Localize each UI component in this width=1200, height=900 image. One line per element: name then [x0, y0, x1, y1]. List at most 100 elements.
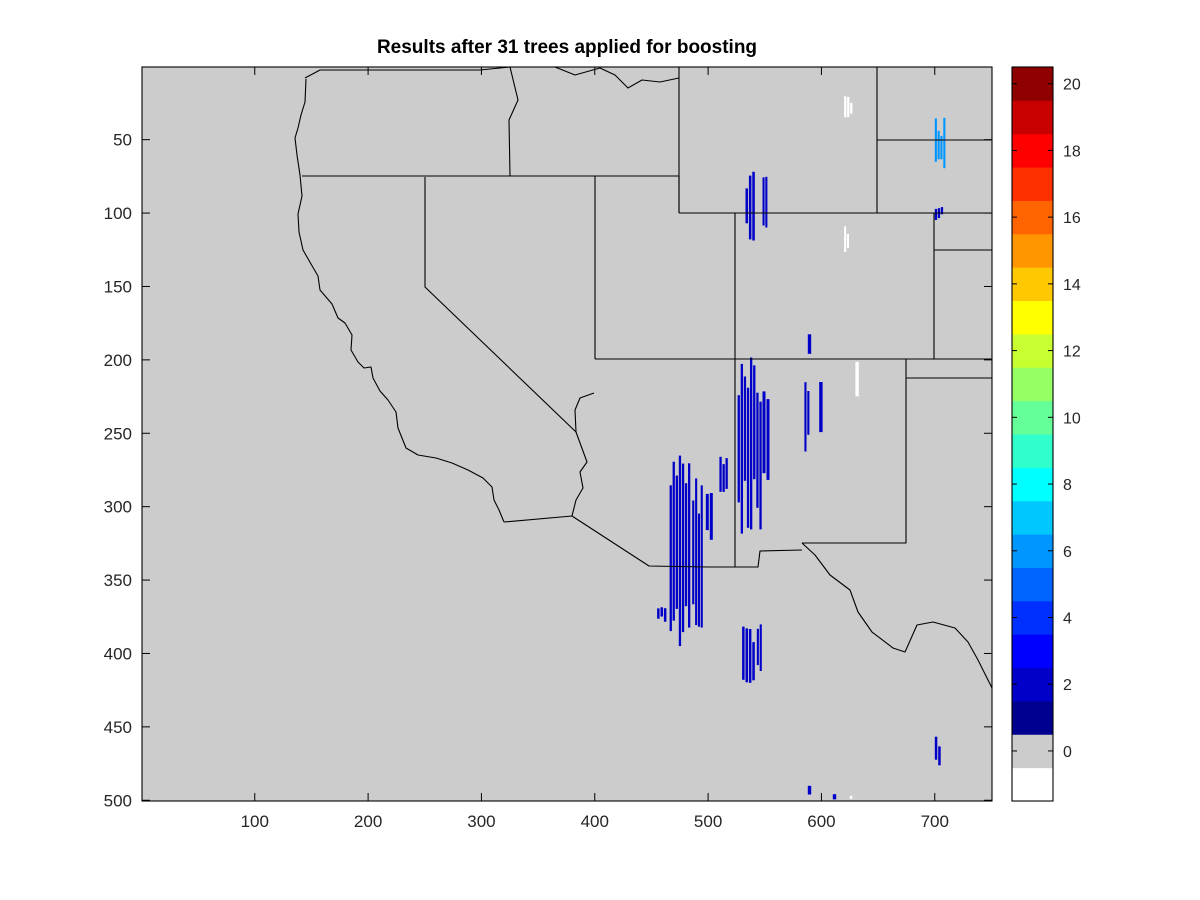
data-patch: [762, 176, 768, 228]
colorbar-tick-label: 10: [1063, 410, 1081, 427]
y-tick-label: 350: [104, 571, 132, 590]
data-patch: [849, 795, 853, 799]
colorbar-tick-label: 18: [1063, 143, 1081, 160]
data-cell: [750, 357, 753, 530]
gulf-of-california-coast: [571, 392, 595, 517]
data-cell: [832, 794, 837, 800]
data-cell: [678, 455, 682, 647]
data-cell: [692, 500, 695, 605]
data-cell: [807, 785, 812, 795]
data-cell: [672, 461, 675, 621]
data-cell: [762, 391, 766, 474]
data-cell: [705, 493, 709, 531]
data-cell: [844, 96, 847, 118]
data-cell: [657, 608, 660, 619]
data-patch: [657, 607, 667, 622]
data-cell: [743, 376, 747, 481]
y-tick-label: 100: [104, 204, 132, 223]
mexico-border-west: [503, 515, 709, 568]
data-cell: [748, 629, 752, 683]
data-cell: [697, 513, 700, 627]
california-nevada-border: [424, 177, 577, 433]
plot-area: 100 200 300 400 500 600 700 50 100 150 200 250 300 3…: [104, 66, 993, 831]
data-cell: [745, 188, 748, 224]
colorbar-tick-label: 2: [1063, 677, 1072, 694]
data-cell: [745, 628, 748, 683]
mexico-border-central: [708, 549, 803, 568]
plot-border: [141, 66, 993, 802]
y-tick-label: 300: [104, 498, 132, 517]
data-patch: [737, 357, 762, 534]
data-cell: [663, 608, 667, 622]
plot-background: [142, 67, 992, 801]
data-patch: [807, 785, 812, 795]
idaho-montana-border: [554, 67, 680, 89]
data-patch: [719, 456, 728, 492]
colorbar-bin: [1012, 133, 1053, 168]
data-patch: [844, 226, 849, 252]
colorbar-tick-label: 14: [1063, 277, 1081, 294]
data-cell: [765, 176, 768, 228]
x-tick-label: 500: [694, 812, 722, 831]
colorbar-bin: [1012, 267, 1053, 302]
data-cell: [753, 365, 756, 480]
colorbar-bin: [1012, 367, 1053, 402]
data-cell: [722, 464, 725, 492]
colorbar-ticks: 0 2 4 6 8 10 12 14 16 18 20: [1012, 77, 1081, 761]
colorbar-tick-label: 12: [1063, 344, 1081, 361]
data-cell: [684, 483, 688, 607]
colorbar-bin: [1012, 534, 1053, 568]
oregon-washington-border: [304, 67, 511, 79]
x-tick-label: 600: [807, 812, 835, 831]
data-patch: [669, 455, 691, 647]
data-cell: [725, 458, 728, 489]
colorbar: 0 2 4 6 8 10 12 14 16 18 20: [1011, 66, 1081, 802]
colorbar-bin: [1012, 400, 1053, 435]
data-cell: [746, 387, 750, 528]
colorbar-bin: [1012, 500, 1053, 535]
pacific-coastline: [294, 78, 505, 523]
x-tick-label: 400: [581, 812, 609, 831]
data-patch: [705, 493, 713, 540]
data-cell: [807, 391, 810, 435]
data-cell: [849, 795, 853, 799]
data-cell: [804, 382, 807, 452]
colorbar-bin: [1012, 434, 1053, 468]
data-cell: [819, 382, 823, 433]
data-cell: [934, 736, 938, 760]
data-patch: [855, 361, 859, 397]
data-patch: [745, 171, 755, 241]
y-tick-label: 400: [104, 644, 132, 663]
data-cell: [752, 642, 755, 681]
data-cell: [844, 226, 847, 252]
x-tick-label: 100: [241, 812, 269, 831]
data-layer: [657, 96, 946, 800]
data-patch: [934, 736, 941, 766]
data-cell: [846, 234, 849, 249]
colorbar-bins: [1012, 67, 1053, 802]
colorbar-bin: [1012, 667, 1053, 702]
data-cell: [737, 395, 740, 503]
data-cell: [700, 485, 703, 628]
data-cell: [759, 401, 762, 530]
colorbar-tick-label: 16: [1063, 210, 1081, 227]
colorbar-bin: [1012, 734, 1053, 769]
new-mexico-east-border: [802, 378, 907, 544]
data-cell: [756, 628, 759, 666]
data-patch: [819, 382, 823, 433]
x-tick-label: 200: [354, 812, 382, 831]
colorbar-bin: [1012, 767, 1053, 802]
y-axis: 50 100 150 200 250 300 350 400 450 500: [104, 131, 992, 810]
data-cell: [742, 626, 745, 680]
x-axis: 100 200 300 400 500 600 700: [241, 67, 949, 831]
data-cell: [748, 175, 752, 240]
data-cell: [695, 478, 698, 626]
y-tick-label: 450: [104, 718, 132, 737]
data-cell: [937, 130, 940, 160]
y-tick-label: 250: [104, 424, 132, 443]
chart-title: Results after 31 trees applied for boost…: [377, 37, 757, 58]
data-patch: [742, 626, 755, 683]
colorbar-tick-label: 20: [1063, 77, 1081, 94]
data-cell: [943, 117, 946, 169]
